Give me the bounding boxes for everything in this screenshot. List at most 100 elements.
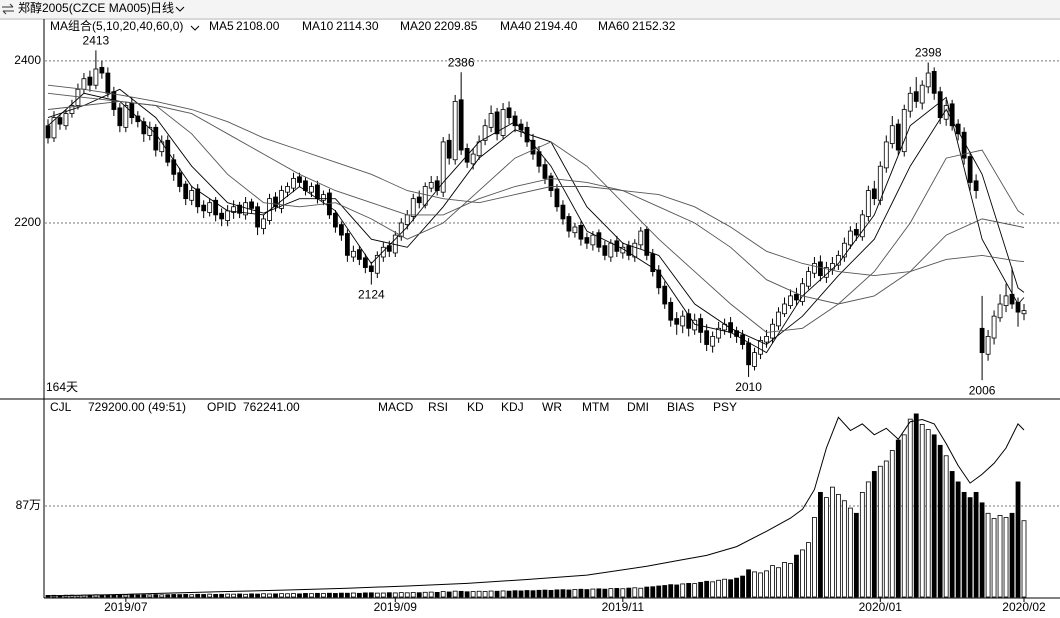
volume-bar: [1003, 517, 1009, 598]
candle-body: [500, 109, 506, 136]
volume-bar: [895, 439, 901, 598]
volume-bar: [800, 549, 805, 598]
volume-bar: [536, 589, 542, 598]
volume-bar: [776, 567, 781, 598]
candle-body: [542, 164, 548, 179]
day-count: 164天: [46, 380, 78, 394]
candle-body: [847, 230, 853, 246]
volume-bar: [734, 577, 739, 598]
volume-bar: [859, 491, 865, 598]
y-tick-label: 87万: [16, 498, 41, 512]
volume-bar: [434, 591, 440, 598]
volume-bar: [620, 588, 626, 598]
volume-bar: [285, 593, 290, 598]
candle-body: [285, 186, 290, 193]
candle-body: [758, 340, 763, 355]
extreme-label: 2413: [83, 34, 110, 48]
candle-body: [548, 175, 554, 191]
volume-bar: [572, 589, 578, 598]
candle-body: [309, 186, 314, 193]
candle-body: [99, 66, 105, 74]
candle-body: [333, 212, 338, 228]
indicator-tab[interactable]: KD: [467, 400, 484, 414]
volume-bar: [344, 592, 350, 598]
volume-bar: [165, 594, 171, 598]
volume-bar: [225, 593, 231, 598]
candle-body: [716, 327, 722, 339]
period-selector[interactable]: 日线: [150, 1, 174, 15]
volume-bar: [482, 591, 488, 598]
candle-body: [973, 180, 979, 191]
candle-body: [638, 230, 644, 246]
candle-body: [147, 126, 153, 136]
ma-line: [47, 84, 1025, 277]
candle-body: [123, 105, 129, 128]
indicator-tab[interactable]: MACD: [378, 400, 414, 414]
volume-bar: [812, 517, 817, 598]
ma-group-selector[interactable]: MA组合(5,10,20,40,60,0): [50, 18, 183, 33]
candle-body: [297, 176, 302, 183]
volume-bar: [740, 575, 745, 598]
candle-body: [560, 204, 566, 220]
volume-bar: [117, 594, 123, 598]
volume-bar: [404, 592, 410, 598]
candle-body: [105, 72, 111, 94]
period-dropdown-icon[interactable]: [175, 6, 185, 12]
candle-body: [608, 242, 614, 258]
candle-body: [207, 202, 213, 213]
candle-body: [662, 285, 668, 305]
candle-body: [177, 172, 183, 187]
volume-bar: [1021, 520, 1027, 598]
volume-bar: [925, 429, 931, 598]
candle-body: [225, 210, 231, 221]
candle-body: [255, 206, 260, 228]
volume-name: CJL: [50, 400, 72, 414]
volume-bar: [416, 592, 422, 598]
volume-bar: [949, 471, 955, 598]
volume-bar: [362, 592, 368, 598]
candle-body: [87, 76, 93, 86]
candle-body: [440, 141, 446, 193]
volume-bar: [728, 579, 734, 598]
candle-body: [782, 303, 787, 315]
volume-bar: [213, 593, 219, 598]
indicator-tab[interactable]: PSY: [713, 400, 737, 414]
volume-bar: [584, 589, 590, 598]
volume-bar: [291, 593, 296, 598]
ma-line: [47, 92, 1025, 305]
ma-legend-name: MA60: [598, 19, 630, 33]
volume-bar: [668, 584, 674, 598]
volume-bar: [704, 580, 710, 598]
candle-body: [877, 165, 883, 201]
volume-bar: [662, 585, 668, 598]
volume-bar: [249, 593, 254, 598]
volume-bar: [901, 434, 907, 598]
extreme-label: 2386: [448, 55, 475, 69]
indicator-tab[interactable]: KDJ: [501, 400, 524, 414]
candle-body: [590, 234, 596, 246]
volume-bar: [458, 590, 464, 598]
indicator-tab[interactable]: MTM: [582, 400, 609, 414]
volume-bar: [398, 592, 404, 598]
candle-body: [380, 246, 386, 258]
candle-body: [829, 263, 835, 270]
ma-legend-name: MA40: [500, 19, 532, 33]
candle-body: [530, 139, 536, 155]
ma-dropdown-icon[interactable]: [190, 25, 200, 31]
candle-body: [859, 214, 865, 238]
indicator-tab[interactable]: BIAS: [667, 400, 694, 414]
candle-body: [404, 214, 410, 225]
indicator-tab[interactable]: RSI: [428, 400, 448, 414]
indicator-tab[interactable]: DMI: [627, 400, 649, 414]
indicator-tab[interactable]: WR: [542, 400, 562, 414]
x-tick-label: 2020/02: [1002, 600, 1046, 614]
volume-bar: [273, 593, 278, 598]
volume-bar: [877, 465, 883, 598]
candle-body: [931, 71, 937, 94]
switch-icon[interactable]: [2, 3, 14, 15]
candle-body: [1009, 293, 1015, 305]
volume-bar: [309, 593, 314, 598]
volume-bar: [686, 582, 692, 598]
volume-bar: [770, 565, 775, 598]
